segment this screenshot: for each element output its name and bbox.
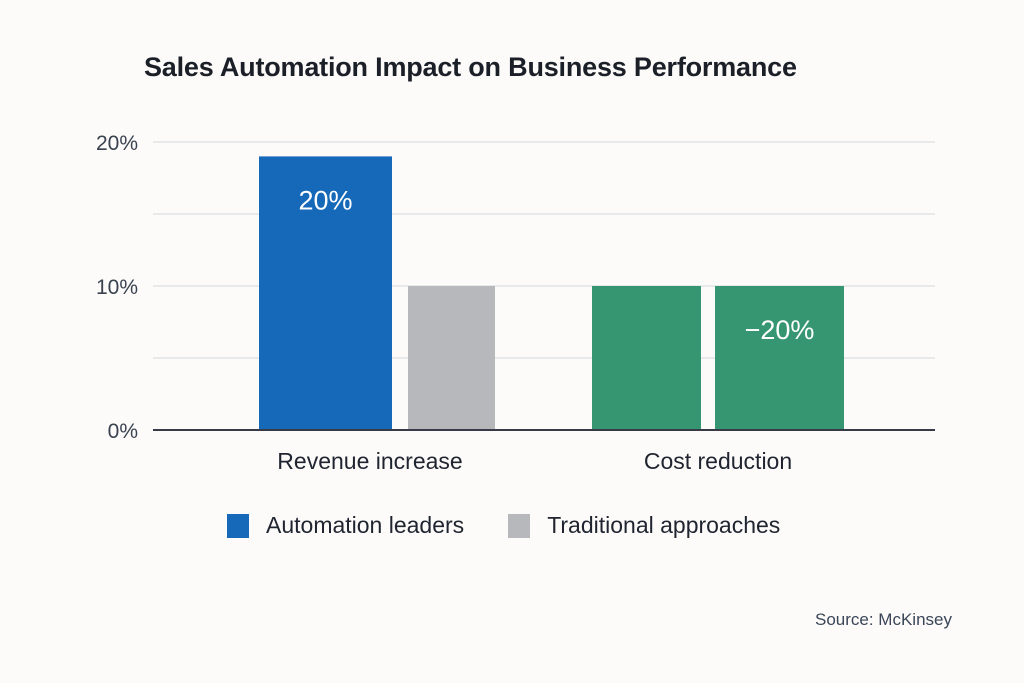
bar-data-label: −20% [745,315,815,345]
legend-item-traditional-approaches[interactable]: Traditional approaches [508,512,780,539]
y-tick-label: 0% [108,420,138,443]
chart-title: Sales Automation Impact on Business Perf… [144,52,797,82]
x-category-label: Cost reduction [644,448,792,474]
legend-swatch [508,513,531,538]
y-axis-ticks: 0% 10% 20% [96,132,138,443]
bar-automation-leaders [592,286,701,430]
y-tick-label: 20% [96,132,138,155]
bar-traditional-approaches [715,286,844,430]
legend-swatch [227,513,249,538]
bar-automation-leaders [259,156,392,430]
x-axis-categories: Revenue increase Cost reduction [277,448,792,474]
legend-label: Traditional approaches [547,512,781,538]
y-tick-label: 10% [96,276,138,299]
legend-item-automation-leaders[interactable]: Automation leaders [227,512,464,539]
legend: Automation leaders Traditional approache… [227,512,824,539]
bar-traditional-approaches [408,286,495,430]
bar-data-labels: 20% −20% [298,185,814,345]
bars [259,156,844,430]
bar-data-label: 20% [298,185,352,215]
legend-label: Automation leaders [266,512,465,538]
x-category-label: Revenue increase [277,448,462,474]
source-note: Source: McKinsey [815,610,952,629]
